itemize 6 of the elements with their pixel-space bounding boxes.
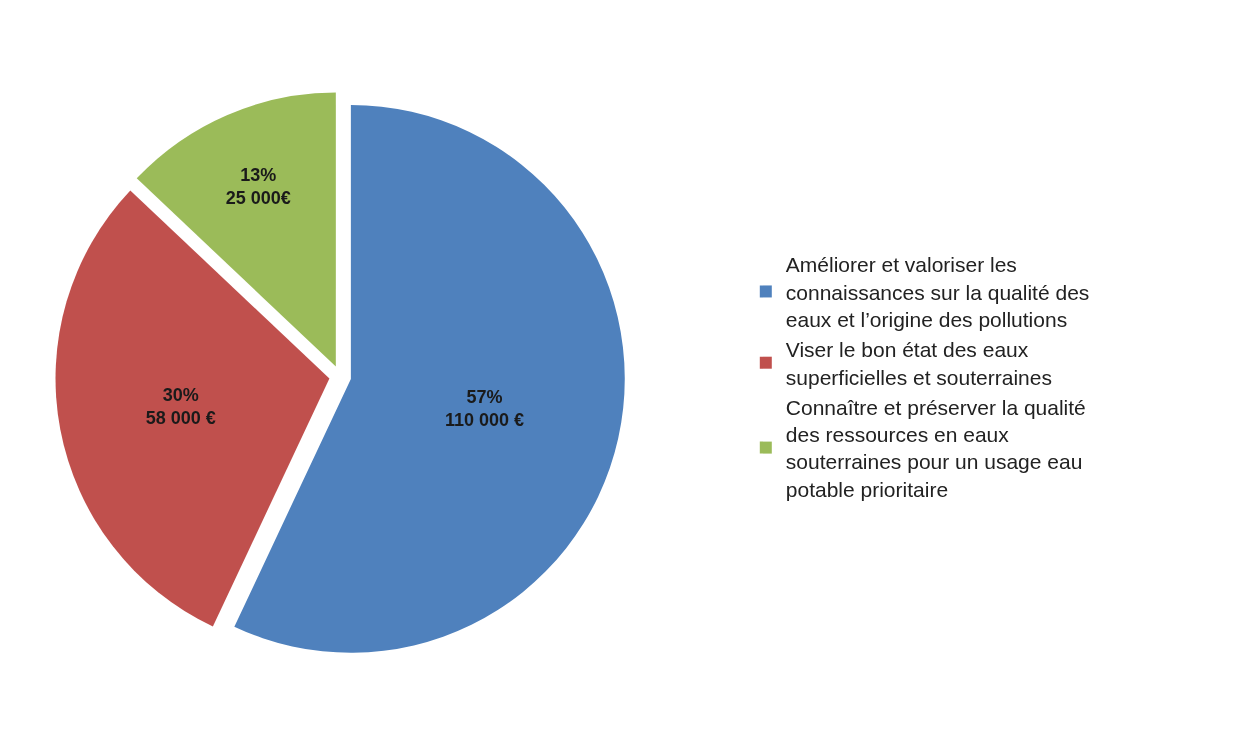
legend-label: Viser le bon état des eaux superficielles et souterraines	[785, 338, 1052, 389]
legend-label: Améliorer et valoriser les connaissances sur la qualité des eaux et l’origine des pollutions	[785, 253, 1090, 331]
legend-label: Connaître et préserver la qualité des ressources en eaux souterraines pour un usage eau potable prioritaire	[785, 395, 1086, 501]
data-label: 30% 58 000 €	[145, 385, 216, 429]
data-label: 57% 110 000 €	[444, 387, 525, 431]
data-label: 13% 25 000€	[225, 164, 291, 208]
